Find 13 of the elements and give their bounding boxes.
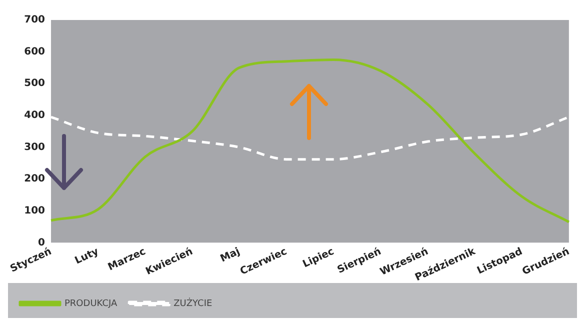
y-tick-label: 100 [24, 205, 46, 216]
y-tick-label: 200 [24, 174, 46, 185]
legend-label: PRODUKCJA [64, 298, 118, 309]
y-tick-label: 700 [24, 14, 46, 26]
y-tick-label: 400 [24, 110, 46, 122]
y-tick-label: 500 [24, 78, 46, 90]
line-series [50, 58, 570, 224]
y-tick-label: 600 [24, 46, 46, 58]
y-tick-label: 0 [38, 237, 46, 248]
y-tick-label: 300 [24, 142, 46, 153]
legend-label: ZUŻYCIE [174, 296, 212, 309]
x-tick-label: Luty [73, 246, 101, 267]
x-tick-label: Maj [218, 246, 242, 265]
